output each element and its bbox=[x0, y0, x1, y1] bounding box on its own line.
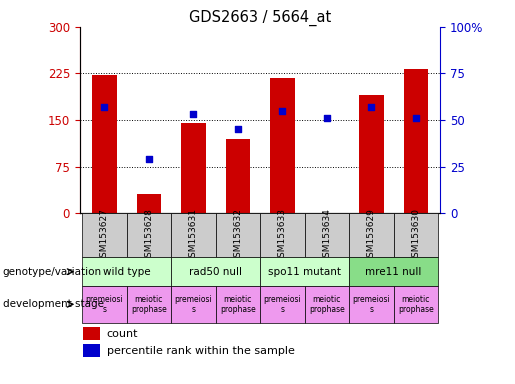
Text: GSM153632: GSM153632 bbox=[233, 208, 243, 263]
Bar bbox=[181, 123, 205, 213]
Text: development stage: development stage bbox=[3, 299, 104, 310]
Text: premeiosi
s: premeiosi s bbox=[352, 295, 390, 314]
Bar bbox=[393, 286, 438, 323]
Bar bbox=[349, 286, 393, 323]
Bar bbox=[349, 257, 438, 286]
Bar bbox=[83, 344, 100, 357]
Text: mre11 null: mre11 null bbox=[366, 266, 422, 277]
Bar bbox=[349, 213, 393, 257]
Point bbox=[145, 156, 153, 162]
Text: meiotic
prophase: meiotic prophase bbox=[309, 295, 345, 314]
Text: GSM153633: GSM153633 bbox=[278, 208, 287, 263]
Bar bbox=[82, 257, 171, 286]
Bar bbox=[260, 286, 304, 323]
Bar bbox=[171, 286, 216, 323]
Text: GSM153629: GSM153629 bbox=[367, 208, 376, 263]
Bar bbox=[83, 327, 100, 340]
Bar bbox=[92, 75, 116, 213]
Title: GDS2663 / 5664_at: GDS2663 / 5664_at bbox=[189, 9, 331, 25]
Text: premeiosi
s: premeiosi s bbox=[175, 295, 212, 314]
Text: GSM153631: GSM153631 bbox=[189, 208, 198, 263]
Bar bbox=[171, 257, 260, 286]
Point bbox=[323, 115, 331, 121]
Bar bbox=[216, 213, 260, 257]
Text: GSM153630: GSM153630 bbox=[411, 208, 420, 263]
Text: GSM153627: GSM153627 bbox=[100, 208, 109, 263]
Text: GSM153634: GSM153634 bbox=[322, 208, 331, 263]
Text: rad50 null: rad50 null bbox=[189, 266, 242, 277]
Text: premeiosi
s: premeiosi s bbox=[264, 295, 301, 314]
Text: meiotic
prophase: meiotic prophase bbox=[398, 295, 434, 314]
Text: percentile rank within the sample: percentile rank within the sample bbox=[107, 346, 295, 356]
Bar bbox=[171, 213, 216, 257]
Bar bbox=[82, 286, 127, 323]
Point bbox=[278, 108, 286, 114]
Point bbox=[100, 104, 109, 110]
Bar bbox=[304, 213, 349, 257]
Bar bbox=[260, 213, 304, 257]
Bar bbox=[260, 257, 349, 286]
Text: count: count bbox=[107, 329, 139, 339]
Bar bbox=[216, 286, 260, 323]
Text: wild type: wild type bbox=[103, 266, 150, 277]
Bar bbox=[270, 78, 295, 213]
Text: genotype/variation: genotype/variation bbox=[3, 266, 101, 277]
Bar bbox=[359, 95, 384, 213]
Point bbox=[411, 115, 420, 121]
Text: spo11 mutant: spo11 mutant bbox=[268, 266, 341, 277]
Bar bbox=[136, 195, 161, 213]
Bar bbox=[127, 213, 171, 257]
Bar bbox=[82, 213, 127, 257]
Bar bbox=[304, 286, 349, 323]
Text: meiotic
prophase: meiotic prophase bbox=[220, 295, 255, 314]
Text: GSM153628: GSM153628 bbox=[144, 208, 153, 263]
Point bbox=[367, 104, 375, 110]
Bar bbox=[226, 139, 250, 213]
Point bbox=[189, 111, 197, 118]
Point bbox=[234, 126, 242, 132]
Text: meiotic
prophase: meiotic prophase bbox=[131, 295, 167, 314]
Bar bbox=[127, 286, 171, 323]
Text: premeiosi
s: premeiosi s bbox=[85, 295, 123, 314]
Bar bbox=[404, 69, 428, 213]
Bar bbox=[393, 213, 438, 257]
